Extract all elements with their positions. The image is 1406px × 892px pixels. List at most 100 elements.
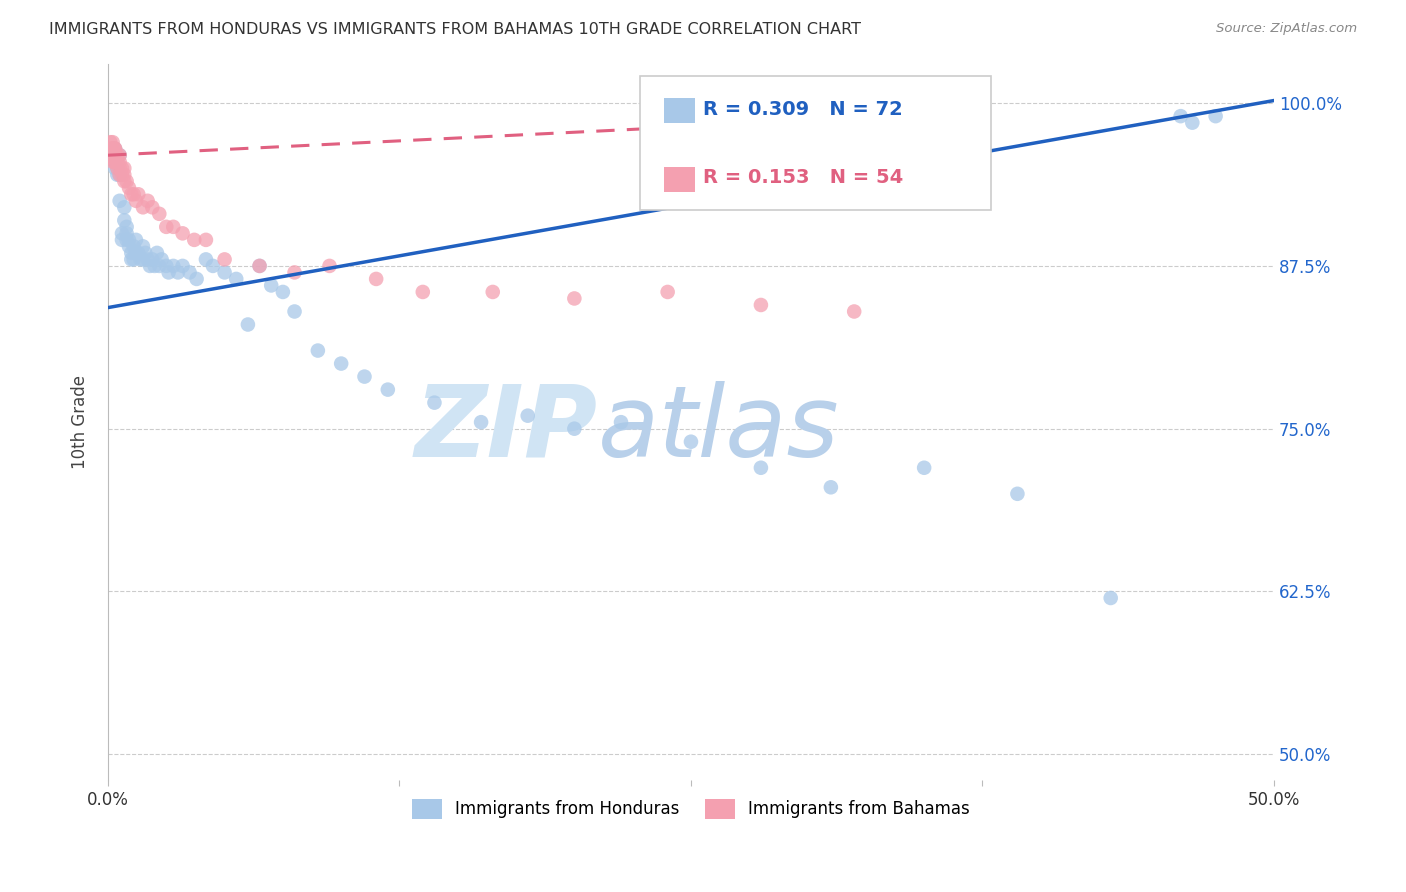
Point [120,252,142,267]
Point [127,246,149,260]
Point [150,252,173,267]
Point [366,272,388,286]
Point [111,227,134,241]
Point [155,219,177,234]
Point [98,148,121,162]
Text: R = 0.153   N = 54: R = 0.153 N = 54 [703,168,903,186]
Point [172,227,194,241]
Point [101,154,124,169]
Point [470,415,492,429]
Point [98,148,121,162]
Point [112,168,135,182]
Point [105,161,128,176]
Point [679,434,702,449]
Point [104,148,127,162]
Point [162,259,184,273]
Point [516,409,538,423]
Point [564,292,586,306]
Point [377,383,399,397]
Point [146,246,169,260]
Point [122,239,145,253]
Point [120,187,142,202]
Point [125,246,148,260]
Point [657,285,679,299]
Point [260,278,283,293]
Point [179,265,201,279]
Point [167,265,190,279]
Point [749,298,772,312]
Point [115,233,138,247]
Point [194,233,217,247]
Point [105,168,128,182]
Point [101,142,124,156]
Point [132,239,155,253]
Point [820,480,842,494]
Text: Source: ZipAtlas.com: Source: ZipAtlas.com [1216,22,1357,36]
Point [283,265,305,279]
Point [214,265,236,279]
Point [271,285,294,299]
Point [115,174,138,188]
Point [112,174,135,188]
Point [115,219,138,234]
Point [183,233,205,247]
Point [141,200,163,214]
Text: R = 0.309   N = 72: R = 0.309 N = 72 [703,100,903,119]
Point [330,357,353,371]
Point [136,252,159,267]
Point [1007,487,1029,501]
Point [225,272,247,286]
Point [172,259,194,273]
Point [122,187,145,202]
Point [194,252,217,267]
Point [481,285,503,299]
Point [101,135,124,149]
Point [111,168,134,182]
Point [101,148,124,162]
Point [104,142,127,156]
Point [249,259,271,273]
Point [201,259,224,273]
Point [108,194,131,208]
Point [283,304,305,318]
Point [108,161,131,176]
Point [125,194,148,208]
Point [162,219,184,234]
Point [104,148,127,162]
Point [101,148,124,162]
Point [141,252,163,267]
Point [1181,116,1204,130]
Point [412,285,434,299]
Point [98,135,121,149]
Point [98,142,121,156]
Point [129,252,152,267]
Point [157,265,180,279]
Point [118,239,141,253]
Point [749,460,772,475]
Point [844,304,866,318]
Point [105,148,128,162]
Point [101,148,124,162]
Point [108,148,131,162]
Legend: Immigrants from Honduras, Immigrants from Bahamas: Immigrants from Honduras, Immigrants fro… [405,792,977,826]
Point [127,187,149,202]
Point [318,259,340,273]
Text: IMMIGRANTS FROM HONDURAS VS IMMIGRANTS FROM BAHAMAS 10TH GRADE CORRELATION CHART: IMMIGRANTS FROM HONDURAS VS IMMIGRANTS F… [49,22,862,37]
Point [148,259,170,273]
Point [139,259,162,273]
Point [214,252,236,267]
Point [155,259,177,273]
Point [115,227,138,241]
Point [236,318,259,332]
Point [104,142,127,156]
Point [1099,591,1122,605]
Point [118,181,141,195]
Point [125,233,148,247]
Point [610,415,633,429]
Point [105,154,128,169]
Point [105,161,128,176]
Point [112,161,135,176]
Point [112,213,135,227]
Point [1170,109,1192,123]
Point [423,395,446,409]
